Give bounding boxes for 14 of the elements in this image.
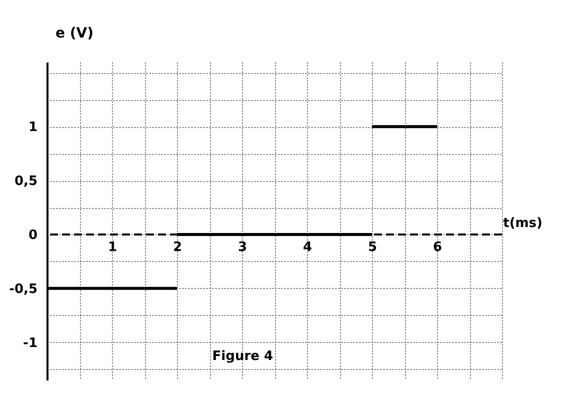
x-tick-label: 3 — [238, 240, 248, 255]
y-tick-label: 0 — [28, 228, 38, 243]
y-tick-label: 1 — [28, 120, 38, 136]
x-tick-label: 2 — [172, 240, 182, 255]
x-tick-label: 6 — [432, 240, 442, 255]
y-tick-label: -0,5 — [9, 282, 38, 297]
annotation: Figure 4 — [212, 349, 273, 364]
x-tick-label: 5 — [368, 240, 378, 255]
y-tick-label: -1 — [23, 336, 38, 351]
x-axis-title: t(ms) — [503, 216, 542, 231]
y-tick-label: 0,5 — [14, 174, 38, 190]
x-tick-label: 4 — [302, 240, 312, 255]
x-tick-label: 1 — [108, 240, 118, 255]
y-axis-title: e (V) — [56, 26, 94, 42]
